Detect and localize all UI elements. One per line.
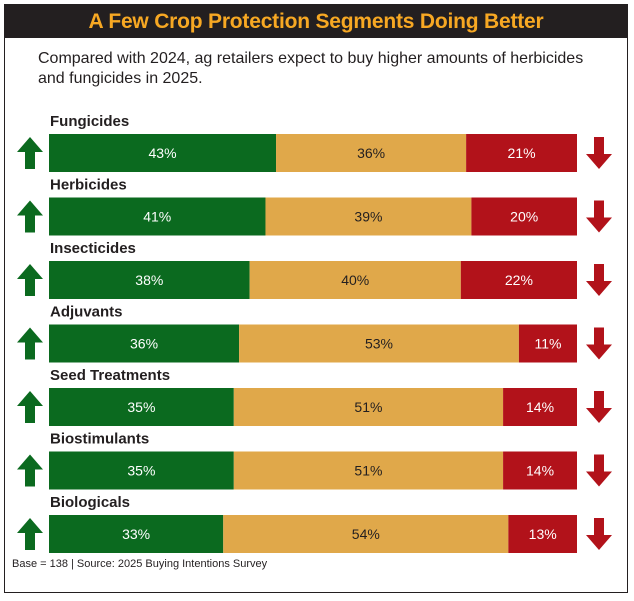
data-label-adjuvants-segment-1: 53% — [365, 336, 393, 352]
data-label-adjuvants-segment-2: 11% — [534, 336, 561, 352]
down-arrow-icon — [586, 454, 612, 487]
bar-insecticides-segment-0 — [49, 261, 250, 299]
category-label-fungicides: Fungicides — [50, 113, 129, 130]
data-label-herbicides-segment-1: 39% — [354, 209, 382, 225]
data-label-fungicides-segment-1: 36% — [357, 145, 385, 161]
data-label-insecticides-segment-1: 40% — [341, 272, 369, 288]
chart-title: A Few Crop Protection Segments Doing Bet… — [5, 5, 627, 38]
data-label-seed-treatments-segment-2: 14% — [526, 399, 554, 415]
bar-biostimulants-segment-2 — [503, 451, 577, 490]
bar-fungicides-segment-1 — [276, 134, 467, 172]
category-label-biostimulants: Biostimulants — [50, 431, 149, 448]
bar-herbicides-segment-2 — [471, 197, 577, 236]
data-label-biologicals-segment-0: 33% — [122, 526, 150, 542]
data-label-biostimulants-segment-0: 35% — [127, 463, 155, 479]
up-arrow-icon — [17, 264, 43, 296]
category-label-seed-treatments: Seed Treatments — [50, 367, 170, 384]
up-arrow-icon — [17, 327, 43, 360]
down-arrow-icon — [586, 137, 612, 169]
category-label-biologicals: Biologicals — [50, 494, 130, 511]
down-arrow-icon — [586, 518, 612, 550]
bar-insecticides-segment-2 — [460, 261, 577, 299]
up-arrow-icon — [17, 200, 43, 233]
bar-adjuvants-segment-1 — [239, 324, 519, 363]
data-label-biostimulants-segment-2: 14% — [526, 463, 554, 479]
data-label-biostimulants-segment-1: 51% — [354, 463, 382, 479]
data-label-fungicides-segment-0: 43% — [149, 145, 177, 161]
data-label-herbicides-segment-2: 20% — [510, 209, 538, 225]
bar-herbicides-segment-0 — [49, 197, 266, 236]
data-label-fungicides-segment-2: 21% — [508, 145, 536, 161]
source-note: Base = 138 | Source: 2025 Buying Intenti… — [12, 558, 268, 570]
bar-insecticides-segment-1 — [249, 261, 461, 299]
category-label-insecticides: Insecticides — [50, 240, 136, 257]
bar-biologicals-segment-0 — [49, 515, 224, 553]
data-label-biologicals-segment-1: 54% — [352, 526, 380, 542]
up-arrow-icon — [17, 454, 43, 487]
bar-adjuvants-segment-0 — [49, 324, 240, 363]
bar-adjuvants-segment-2 — [518, 324, 577, 363]
down-arrow-icon — [586, 264, 612, 296]
bar-biologicals-segment-1 — [223, 515, 509, 553]
bar-fungicides-segment-0 — [49, 134, 277, 172]
down-arrow-icon — [586, 327, 612, 360]
bar-biostimulants-segment-1 — [233, 451, 504, 490]
bar-herbicides-segment-1 — [265, 197, 472, 236]
bar-fungicides-segment-2 — [466, 134, 577, 172]
data-label-herbicides-segment-0: 41% — [143, 209, 171, 225]
down-arrow-icon — [586, 200, 612, 233]
bar-seed-treatments-segment-0 — [49, 388, 234, 426]
bar-biologicals-segment-2 — [508, 515, 577, 553]
data-label-insecticides-segment-2: 22% — [505, 272, 533, 288]
data-label-adjuvants-segment-0: 36% — [130, 336, 158, 352]
bar-biostimulants-segment-0 — [49, 451, 234, 490]
up-arrow-icon — [17, 518, 43, 550]
category-label-herbicides: Herbicides — [50, 177, 127, 194]
category-label-adjuvants: Adjuvants — [50, 304, 123, 321]
chart-subtitle: Compared with 2024, ag retailers expect … — [38, 50, 584, 87]
up-arrow-icon — [17, 391, 43, 423]
data-label-biologicals-segment-2: 13% — [529, 526, 557, 542]
bar-seed-treatments-segment-1 — [233, 388, 504, 426]
bar-seed-treatments-segment-2 — [503, 388, 577, 426]
down-arrow-icon — [586, 391, 612, 423]
data-label-insecticides-segment-0: 38% — [135, 272, 163, 288]
up-arrow-icon — [17, 137, 43, 169]
data-label-seed-treatments-segment-0: 35% — [127, 399, 155, 415]
data-label-seed-treatments-segment-1: 51% — [354, 399, 382, 415]
